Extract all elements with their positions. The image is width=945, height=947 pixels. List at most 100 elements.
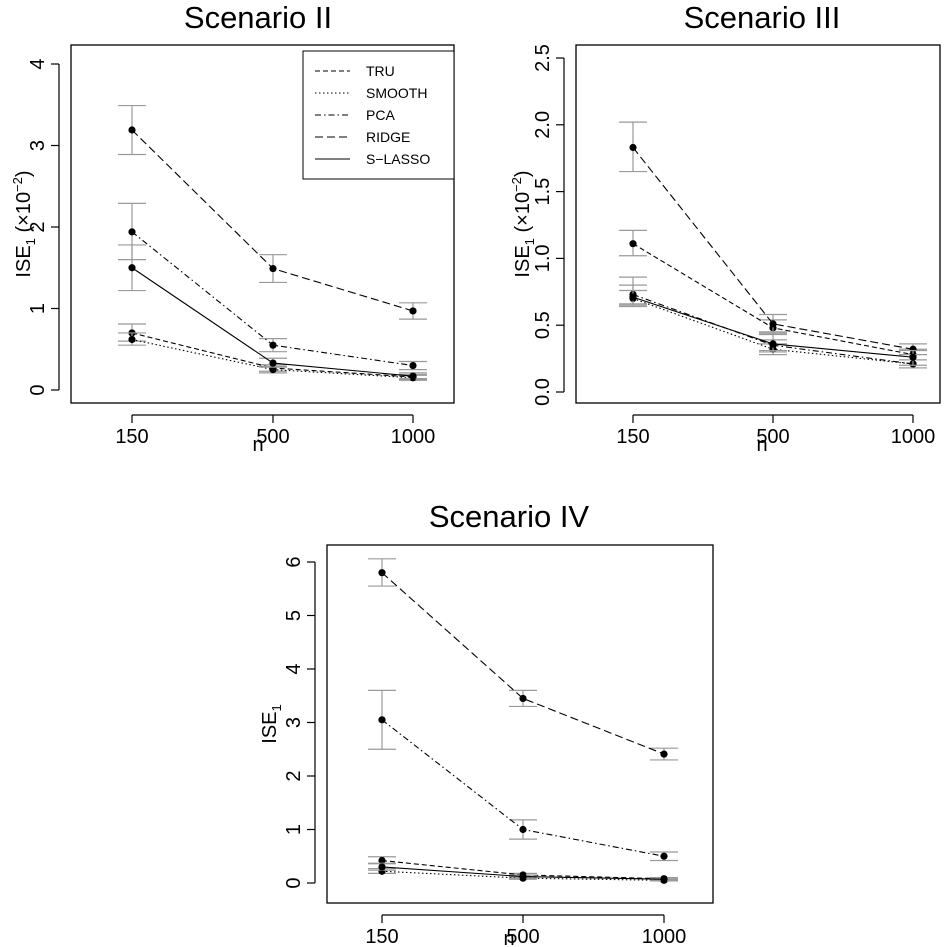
data-point <box>269 359 277 367</box>
data-point <box>660 875 668 883</box>
y-label-suffix: (×10 <box>512 192 534 238</box>
y-tick-label: 6 <box>283 556 305 567</box>
data-point <box>409 372 417 380</box>
svg-text:ISE1 (×10−2): ISE1 (×10−2) <box>509 170 537 277</box>
y-tick-label: 2.0 <box>532 111 554 139</box>
x-tick-label: 1000 <box>391 426 436 448</box>
data-point <box>629 240 637 248</box>
series-ridge <box>368 558 678 761</box>
legend-label: S−LASSO <box>366 151 430 167</box>
data-point <box>519 872 527 881</box>
y-label-main: ISE <box>512 245 534 277</box>
series-line <box>381 859 665 880</box>
y-label-sup: −2 <box>509 177 524 192</box>
y-label-sub: 1 <box>269 704 284 711</box>
y-tick-label: 4 <box>27 58 49 69</box>
chart-title: Scenario II <box>184 0 332 35</box>
x-axis-label: n <box>252 434 263 456</box>
plot-frame <box>326 544 714 904</box>
series-ridge <box>619 121 927 356</box>
data-point <box>629 143 637 152</box>
y-tick-label: 2.5 <box>532 44 554 72</box>
data-point <box>128 335 136 344</box>
y-tick-label: 3 <box>27 140 49 151</box>
data-point <box>269 264 277 273</box>
series-line <box>381 572 665 755</box>
y-tick-label: 1.5 <box>532 178 554 206</box>
series-line <box>632 147 914 350</box>
data-point <box>378 863 386 871</box>
y-label-suffix: (×10 <box>13 192 35 238</box>
y-label-main: ISE <box>259 711 281 743</box>
data-point <box>269 366 277 374</box>
x-tick-label: 1000 <box>642 926 687 947</box>
y-label-close: ) <box>512 170 534 177</box>
y-tick-label: 3 <box>283 717 305 728</box>
y-tick-label: 1.0 <box>532 244 554 272</box>
legend-label: SMOOTH <box>366 85 427 101</box>
series-slasso <box>118 244 427 380</box>
y-tick-label: 2 <box>283 770 305 781</box>
x-tick-label: 1000 <box>891 426 936 448</box>
y-tick-label: 1 <box>27 303 49 314</box>
legend-label: TRU <box>366 63 395 79</box>
chart-marks <box>368 558 678 884</box>
chart-title: Scenario III <box>684 0 841 35</box>
y-label-close: ) <box>13 170 35 177</box>
data-point <box>409 307 417 315</box>
data-point <box>409 361 417 370</box>
axes: 0 1 2 3 4 150 500 1000 <box>27 58 435 448</box>
data-point <box>269 341 277 349</box>
data-point <box>769 320 777 328</box>
series-slasso <box>619 276 927 366</box>
legend-label: RIDGE <box>366 129 410 145</box>
svg-text:ISE1: ISE1 <box>259 704 284 743</box>
data-point <box>378 716 386 724</box>
series-slasso <box>368 862 678 883</box>
legend-box <box>302 50 455 180</box>
plot-frame <box>575 44 941 404</box>
chart-marks <box>619 121 927 369</box>
y-tick-label: 0.5 <box>532 311 554 339</box>
data-point <box>660 852 668 860</box>
y-label-main: ISE <box>13 245 35 277</box>
series-ridge <box>118 104 427 320</box>
y-tick-label: 0.0 <box>532 378 554 406</box>
axes: 0.0 0.5 1.0 1.5 2.0 2.5 150 500 1000 <box>532 44 935 448</box>
x-tick-label: 500 <box>256 426 289 448</box>
y-tick-label: 0 <box>283 877 305 888</box>
data-point <box>519 694 527 703</box>
x-axis-label: n <box>756 434 767 456</box>
y-tick-label: 2 <box>27 221 49 232</box>
data-point <box>909 353 917 361</box>
axes: 0 1 2 3 4 5 6 150 500 1000 <box>283 556 686 947</box>
y-tick-label: 1 <box>283 824 305 835</box>
data-point <box>128 228 136 236</box>
plot-frame <box>70 44 455 404</box>
data-point <box>769 340 777 348</box>
chart-title: Scenario IV <box>429 499 590 534</box>
x-axis-label: n <box>503 928 514 947</box>
x-tick-label: 150 <box>115 426 148 448</box>
x-tick-label: 500 <box>506 926 539 947</box>
data-point <box>378 569 386 577</box>
y-tick-label: 4 <box>283 663 305 674</box>
data-point <box>128 264 136 272</box>
y-axis-label: ISE1 (×10−2) <box>10 170 38 277</box>
data-point <box>128 126 136 134</box>
series-pca <box>368 689 678 862</box>
svg-text:ISE1 (×10−2): ISE1 (×10−2) <box>10 170 38 277</box>
y-axis-label: ISE1 (×10−2) <box>509 170 537 277</box>
series-pca <box>118 202 427 371</box>
panel-scenario-iii: Scenario III ISE1 (×10−2) n 0.0 0.5 1.0 1.5… <box>509 0 941 456</box>
x-tick-label: 150 <box>365 926 398 947</box>
y-label-sup: −2 <box>10 177 25 192</box>
data-point <box>519 825 527 834</box>
x-tick-label: 500 <box>756 426 789 448</box>
chart-marks <box>118 104 427 382</box>
legend-label: PCA <box>366 107 395 123</box>
legend: TRU SMOOTH PCA RIDGE S−LASSO <box>302 50 455 180</box>
data-point <box>629 293 637 301</box>
y-label-sub: 1 <box>522 238 537 245</box>
